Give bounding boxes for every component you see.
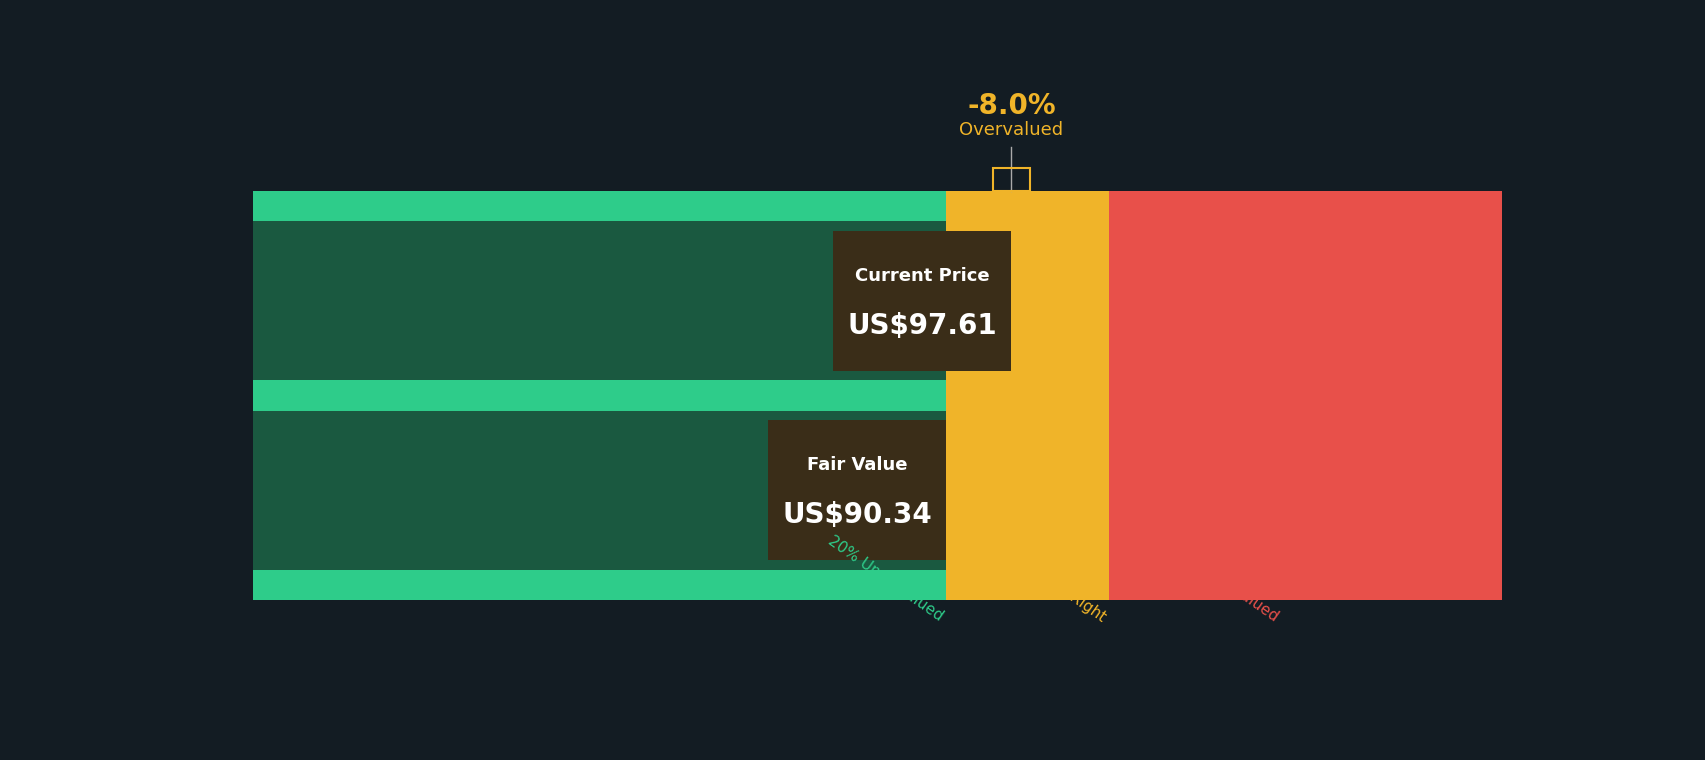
Bar [832,231,1011,371]
Bar [946,221,1108,380]
Text: US$90.34: US$90.34 [783,502,931,530]
Bar [946,191,1108,221]
Bar [252,191,946,221]
Bar [252,411,946,569]
Text: Overvalued: Overvalued [958,122,1062,139]
Text: Fair Value: Fair Value [806,456,907,474]
Text: -8.0%: -8.0% [967,92,1055,120]
Text: US$97.61: US$97.61 [847,312,996,340]
Bar [252,380,946,411]
Bar [946,380,1108,411]
Bar [946,569,1108,600]
Bar [1108,191,1502,221]
Bar [1108,411,1502,569]
Bar [767,420,946,560]
Bar [1108,569,1502,600]
Bar [992,169,1030,191]
Text: 20% Overvalued: 20% Overvalued [1168,539,1280,624]
Bar [252,221,946,380]
Bar [252,569,946,600]
Bar [1108,221,1502,380]
Text: About Right: About Right [1026,560,1108,624]
Text: Current Price: Current Price [854,267,989,285]
Bar [946,411,1108,569]
Text: 20% Undervalued: 20% Undervalued [825,534,946,624]
Bar [1108,380,1502,411]
